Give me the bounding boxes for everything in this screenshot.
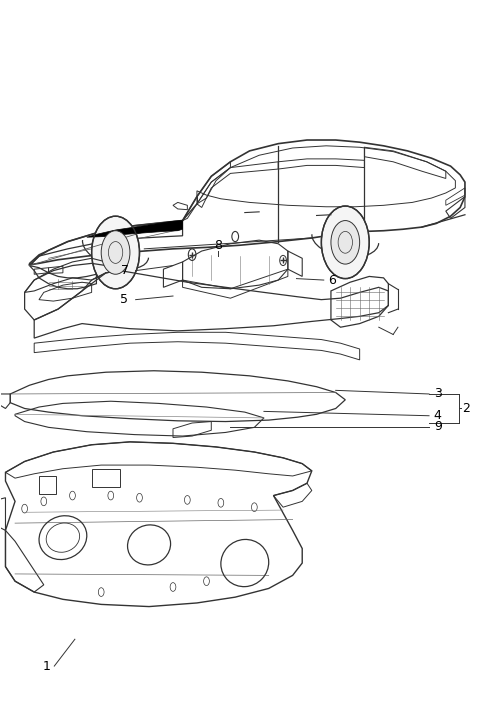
Text: 3: 3 <box>434 387 442 401</box>
Text: 5: 5 <box>120 293 128 306</box>
Text: 8: 8 <box>215 239 222 252</box>
Circle shape <box>101 230 130 274</box>
Circle shape <box>322 206 369 278</box>
Text: 4: 4 <box>434 409 442 422</box>
Text: 6: 6 <box>328 273 336 286</box>
Circle shape <box>92 216 140 289</box>
Text: 9: 9 <box>434 420 442 433</box>
Text: 1: 1 <box>42 659 50 672</box>
Text: 2: 2 <box>463 402 470 415</box>
Text: 7: 7 <box>121 264 129 277</box>
Polygon shape <box>87 220 182 237</box>
Circle shape <box>331 220 360 264</box>
